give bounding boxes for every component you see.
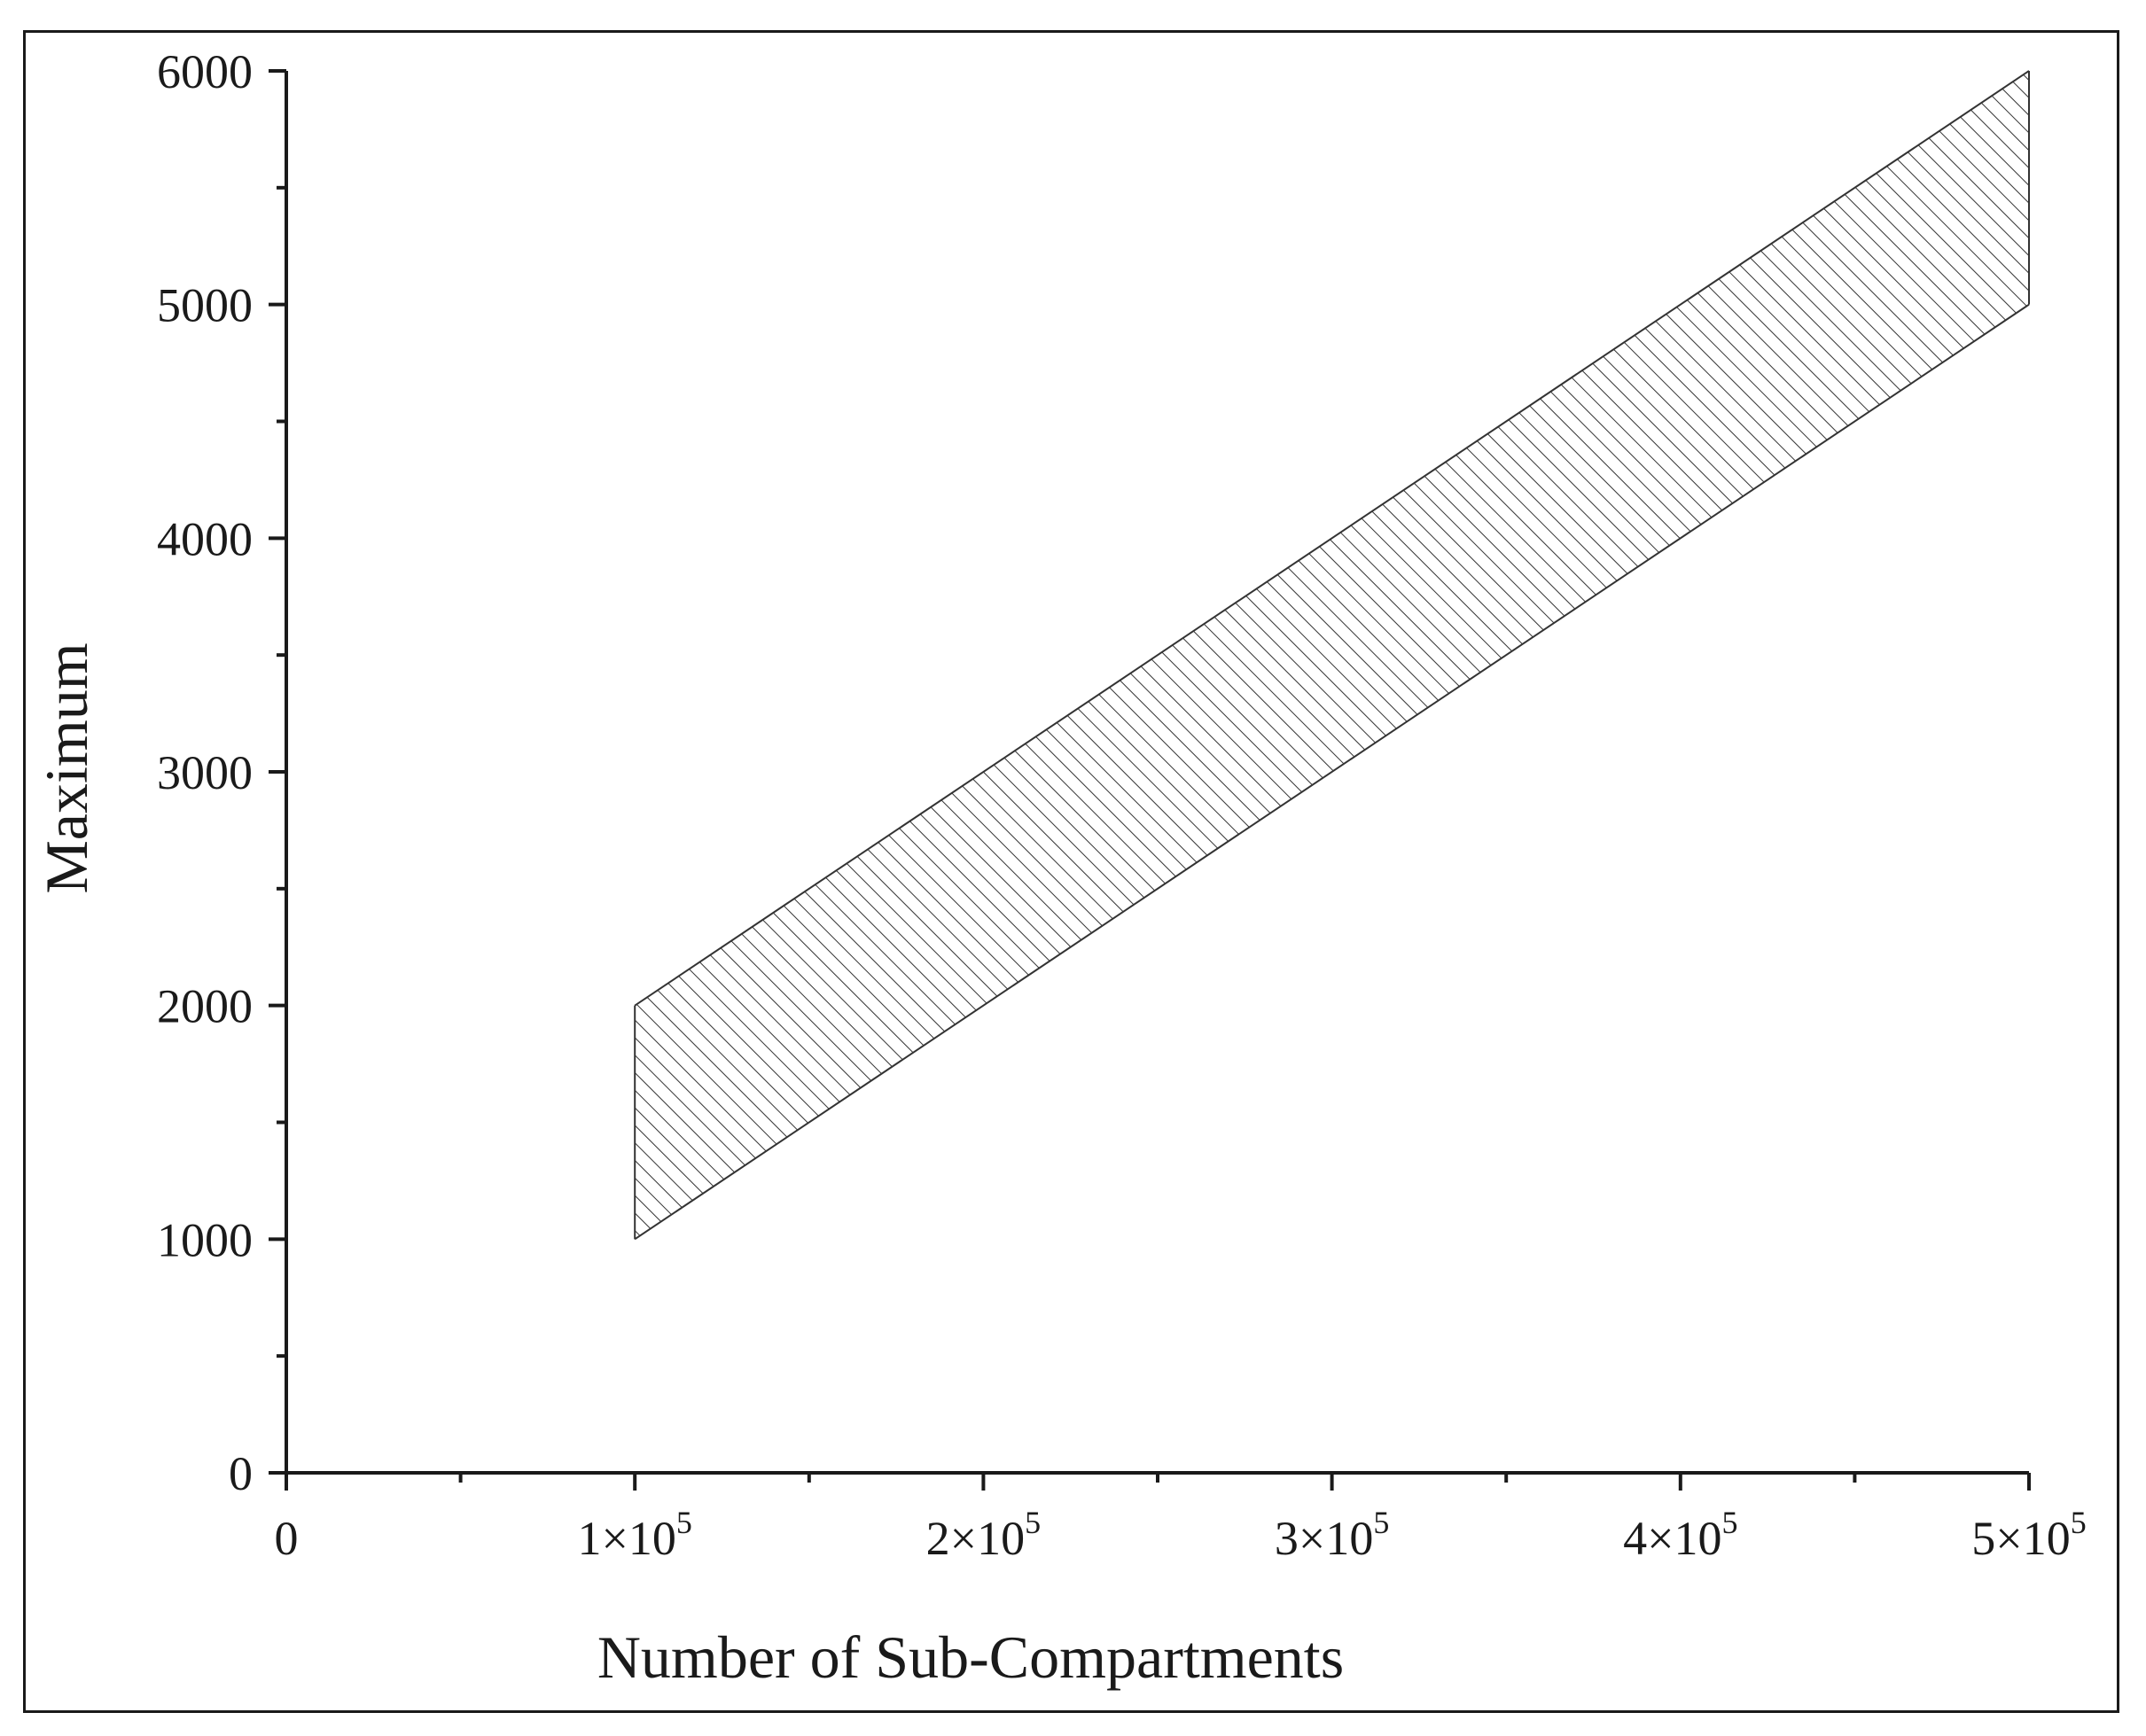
x-tick-label: 0 bbox=[275, 1512, 299, 1565]
y-axis-title: Maximum bbox=[33, 642, 100, 893]
y-tick-label: 1000 bbox=[157, 1213, 253, 1266]
y-tick-label: 6000 bbox=[157, 45, 253, 98]
x-axis-title: Number of Sub-Compartments bbox=[597, 1623, 1344, 1691]
y-tick-label: 4000 bbox=[157, 512, 253, 565]
y-tick-label: 0 bbox=[229, 1447, 253, 1500]
y-axis-ticks: 0 1000 2000 3000 4000 5000 6000 bbox=[157, 45, 286, 1500]
band-area bbox=[635, 71, 2030, 1240]
y-tick-label: 5000 bbox=[157, 279, 253, 332]
x-tick-label: 5×105 bbox=[1971, 1505, 2086, 1565]
band-upper-edge bbox=[634, 70, 2030, 1007]
x-tick-label: 2×105 bbox=[926, 1505, 1041, 1565]
x-tick-label: 3×105 bbox=[1275, 1505, 1389, 1565]
band-lower-edge bbox=[634, 303, 2030, 1241]
x-tick-label: 4×105 bbox=[1623, 1505, 1737, 1565]
x-tick-label: 1×105 bbox=[577, 1505, 691, 1565]
y-tick-label: 3000 bbox=[157, 746, 253, 799]
x-axis-ticks: 0 1×105 2×105 3×105 4×105 5×105 bbox=[275, 1473, 2087, 1565]
y-tick-label: 2000 bbox=[157, 980, 253, 1033]
